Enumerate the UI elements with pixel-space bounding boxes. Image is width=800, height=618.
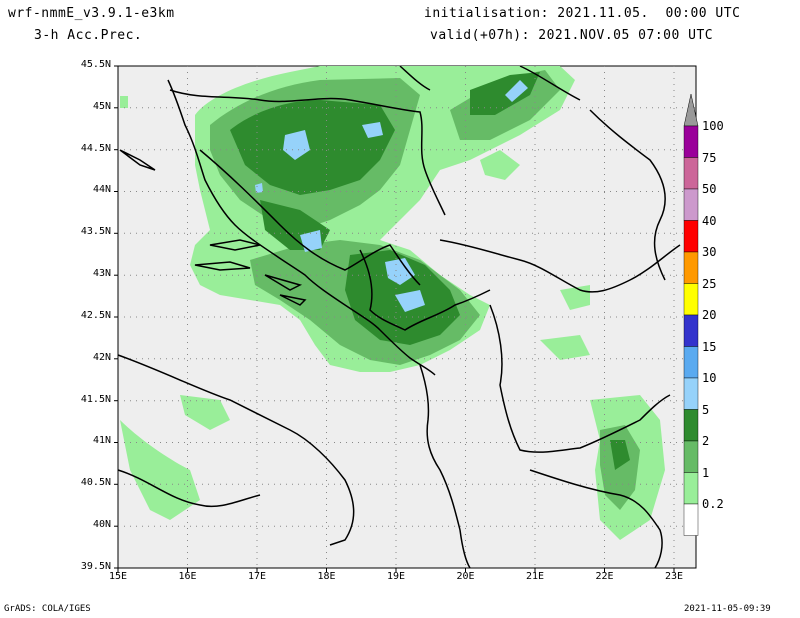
albania-border [419, 364, 471, 569]
header-model: wrf-nmmE_v3.9.1-e3km [8, 6, 175, 21]
colorbar-segment [683, 157, 699, 190]
colorbar-segment [683, 409, 699, 442]
footer-right: 2021-11-05-09:39 [684, 604, 771, 614]
colorbar-segment [683, 346, 699, 379]
bulgaria-border [589, 109, 666, 281]
lat-label: 42.5N [80, 309, 111, 321]
colorbar-label: 15 [702, 339, 717, 354]
lat-label: 44.5N [80, 142, 111, 154]
colorbar-segment [683, 251, 699, 284]
footer-left: GrADS: COLA/IGES [4, 604, 91, 614]
macedonia-border [489, 304, 671, 453]
boundaries [117, 65, 681, 569]
graticule [118, 66, 696, 568]
precip-blue-7 [255, 183, 263, 193]
precip-dark-5 [610, 440, 630, 470]
lat-label: 45.5N [80, 59, 111, 70]
greece-coast [529, 469, 663, 569]
lon-label: 15E [108, 571, 128, 582]
colorbar-label: 25 [702, 276, 717, 291]
lat-label: 39.5N [80, 560, 111, 572]
lat-label: 40.5N [80, 477, 111, 489]
colorbar-label: 2 [702, 434, 710, 448]
islands [119, 149, 307, 306]
precip-area-west [120, 96, 128, 108]
colorbar-label: 40 [702, 213, 717, 228]
precip-area-macedonia [540, 335, 590, 360]
lon-label: 17E [247, 571, 267, 582]
lon-label: 16E [178, 571, 197, 582]
lat-label: 45N [92, 100, 111, 112]
adriatic-coast [167, 79, 436, 376]
precip-blue-6 [505, 80, 528, 102]
header-valid: valid(+07h): 2021.NOV.05 07:00 UTC [430, 28, 714, 43]
lon-label: 20E [456, 571, 475, 582]
colorbar-segment [683, 125, 699, 158]
colorbar-segment [683, 220, 699, 253]
lat-label: 41N [92, 435, 111, 447]
colorbar-segment [683, 440, 699, 473]
colorbar-segment [683, 314, 699, 347]
lat-label: 41.5N [80, 393, 111, 405]
colorbar-label: 5 [702, 402, 710, 417]
croatia-north-border [169, 89, 446, 216]
header-field: 3-h Acc.Prec. [34, 28, 143, 43]
lat-label: 43.5N [80, 226, 111, 238]
colorbar-label: 30 [702, 245, 717, 259]
colorbar-segment [683, 377, 699, 410]
axis-ticks [114, 65, 675, 572]
danube [399, 65, 581, 101]
precip-blue-1 [283, 130, 310, 160]
colorbar-segment [683, 503, 699, 536]
lat-label: 40N [92, 519, 111, 531]
precip-dark-1 [230, 100, 395, 195]
colorbar-segment [683, 188, 699, 221]
colorbar-label: 10 [702, 371, 717, 385]
colorbar-label: 75 [702, 150, 717, 165]
precip-area-serbia [480, 150, 520, 180]
bosnia-border [199, 149, 421, 286]
lat-label: 44N [92, 184, 111, 196]
header-init: initialisation: 2021.11.05. 00:00 UTC [424, 6, 741, 21]
precip-blue-2 [362, 122, 383, 138]
colorbar-label: 0.2 [702, 497, 724, 511]
colorbar-segment [683, 283, 699, 316]
lon-label: 23E [664, 571, 684, 582]
colorbar-label: 50 [702, 182, 717, 196]
precip-area-adriatic [180, 395, 230, 430]
lat-label: 43N [92, 268, 111, 280]
colorbar-segment [683, 472, 699, 505]
precip-blue-5 [395, 290, 425, 312]
lon-label: 19E [386, 571, 406, 582]
lon-label: 22E [595, 571, 614, 582]
montenegro-border [359, 249, 491, 331]
lon-label: 18E [317, 571, 336, 582]
lat-label: 42N [92, 351, 111, 363]
colorbar-label: 1 [702, 465, 710, 480]
colorbar-label: 100 [702, 119, 724, 133]
serbia-border [439, 239, 681, 293]
italy-coast [117, 354, 355, 546]
lon-label: 21E [525, 571, 545, 582]
colorbar [683, 93, 699, 536]
precip-mid-4 [600, 425, 640, 510]
colorbar-label: 20 [702, 308, 717, 322]
precip-area-italy [120, 420, 200, 520]
precip-blue-4 [385, 258, 415, 285]
